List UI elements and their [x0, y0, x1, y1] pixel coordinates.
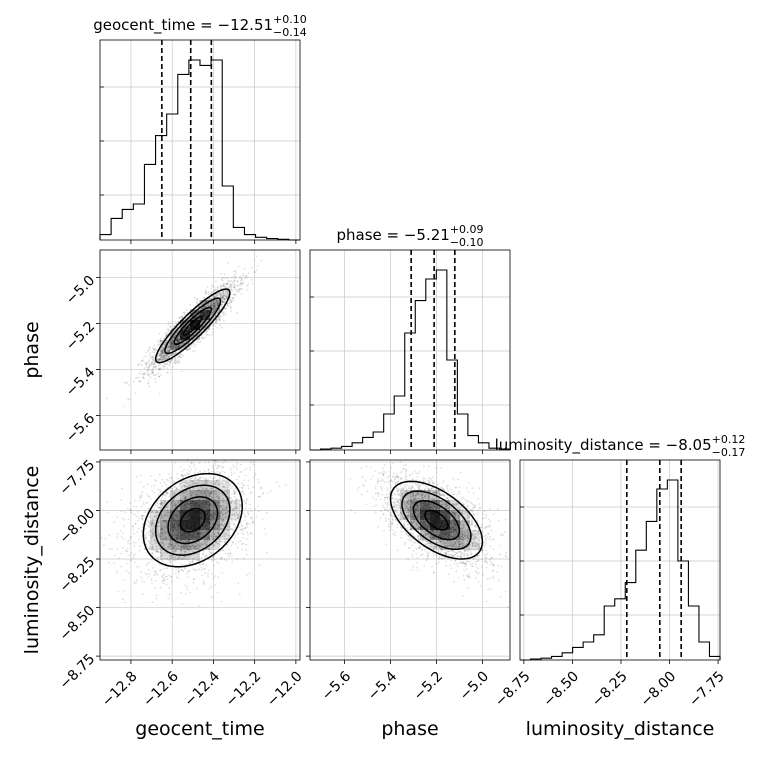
y-axis-label-phase: phase	[21, 321, 43, 378]
histogram-step	[520, 479, 721, 661]
title-geocent_time: geocent_time = −12.51+0.10	[93, 13, 307, 35]
y-axis-label-luminosity_distance: luminosity_distance	[21, 466, 43, 655]
x-tick-labels-luminosity_distance: −8.75 −8.50 −8.25 −8.00 −7.75	[492, 668, 728, 710]
title-lower-luminosity_distance: −0.17	[712, 446, 746, 459]
title-lower-geocent_time: −0.14	[273, 26, 307, 39]
y-tick-label: −8.50	[57, 603, 99, 645]
contour-1	[173, 306, 213, 345]
histogram-geocent_time	[99, 39, 301, 244]
y-tick-label: −5.6	[63, 410, 98, 445]
y-tick-label: −8.75	[57, 651, 99, 693]
histogram-luminosity_distance	[519, 459, 721, 664]
x-axis-label-geocent_time: geocent_time	[135, 718, 264, 740]
x-tick-label: −7.75	[686, 668, 728, 710]
y-tick-label: −5.4	[63, 364, 98, 399]
contour-2	[154, 484, 231, 556]
x-tick-label: −12.6	[140, 668, 182, 710]
x-tick-labels-geocent_time: −12.8 −12.6 −12.4 −12.2 −12.0	[99, 668, 306, 710]
x-tick-label: −8.25	[589, 668, 631, 710]
density-geocent_time-luminosity_distance	[96, 459, 301, 664]
x-tick-label: −5.4	[365, 668, 400, 703]
x-tick-label: −5.6	[319, 668, 354, 703]
density-phase-luminosity_distance	[306, 459, 511, 664]
contour-1	[412, 500, 461, 541]
density-geocent_time-phase	[96, 249, 301, 454]
contour-0	[179, 507, 206, 533]
x-tick-label: −8.50	[541, 668, 583, 710]
x-tick-label: −5.2	[411, 668, 446, 703]
histogram-step	[99, 59, 300, 241]
y-tick-label: −8.25	[57, 554, 99, 596]
x-axis-label-luminosity_distance: luminosity_distance	[526, 718, 715, 740]
y-tick-labels-luminosity_distance: −8.75 −8.50 −8.25 −8.00 −7.75	[57, 457, 99, 693]
x-axis-label-phase: phase	[381, 718, 438, 740]
y-tick-labels-phase: −5.6 −5.4 −5.2 −5.0	[63, 273, 98, 446]
contour-2	[164, 297, 222, 355]
x-tick-label: −8.75	[492, 668, 534, 710]
x-tick-label: −12.8	[99, 668, 141, 710]
contour-0	[424, 509, 449, 531]
title-phase: phase = −5.21+0.09	[336, 223, 483, 244]
x-tick-label: −12.0	[264, 668, 306, 710]
x-tick-label: −12.2	[223, 668, 265, 710]
y-tick-label: −8.00	[57, 505, 99, 547]
histogram-phase	[309, 249, 511, 454]
contour-2	[401, 490, 472, 551]
contour-3	[142, 472, 243, 568]
y-tick-label: −5.0	[63, 273, 98, 308]
contour-3	[154, 288, 231, 364]
x-tick-label: −5.0	[457, 668, 492, 703]
histogram-step	[310, 269, 511, 451]
title-lower-phase: −0.10	[450, 236, 484, 249]
contour-0	[182, 315, 203, 336]
title-luminosity_distance: luminosity_distance = −8.05+0.12	[495, 433, 746, 455]
y-tick-label: −7.75	[57, 457, 99, 499]
x-tick-labels-phase: −5.6 −5.4 −5.2 −5.0	[319, 668, 492, 703]
contour-1	[167, 496, 219, 545]
x-tick-label: −8.00	[638, 668, 680, 710]
x-tick-label: −12.4	[182, 668, 224, 710]
y-tick-label: −5.2	[63, 319, 98, 354]
contour-3	[389, 480, 484, 560]
